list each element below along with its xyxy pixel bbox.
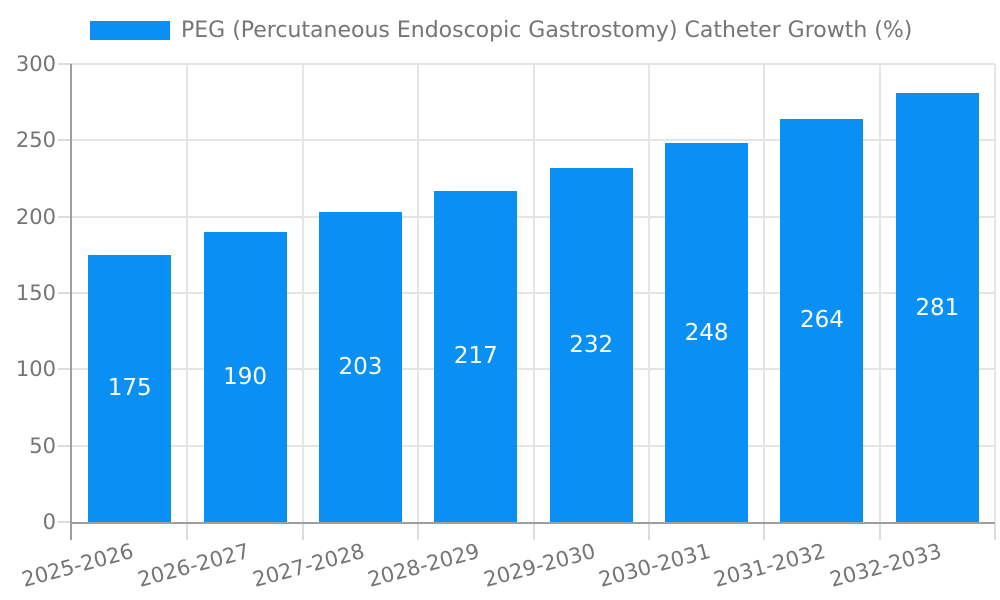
bar-value-label: 248 [684, 319, 729, 346]
y-tick [58, 139, 72, 142]
x-tick [532, 524, 535, 540]
x-gridline [994, 64, 996, 522]
x-gridline [647, 64, 650, 522]
x-axis-tick-label: 2029-2030 [480, 538, 598, 592]
x-gridline [186, 64, 189, 522]
bar-value-label: 203 [338, 354, 383, 381]
x-tick [417, 524, 420, 540]
y-axis-tick-label: 0 [42, 510, 56, 534]
y-tick [58, 215, 72, 218]
y-axis-tick-label: 300 [15, 52, 56, 76]
bar-value-label: 264 [799, 307, 844, 334]
bar: 281 [895, 93, 979, 522]
y-tick [58, 292, 72, 294]
bar: 175 [88, 254, 172, 522]
bar-value-label: 217 [453, 343, 498, 370]
x-axis-tick-label: 2027-2028 [250, 538, 367, 592]
y-axis-tick-label: 250 [15, 128, 56, 153]
x-axis-tick-label: 2030-2031 [596, 538, 714, 592]
x-tick [647, 524, 650, 540]
bar: 203 [318, 212, 402, 522]
bar-value-label: 175 [107, 375, 152, 402]
x-tick [301, 524, 304, 540]
bar-value-label: 190 [223, 363, 268, 390]
y-tick [58, 63, 72, 65]
bar: 264 [780, 118, 864, 522]
legend-swatch-icon [90, 21, 170, 40]
x-gridline [417, 64, 420, 522]
y-axis-tick-label: 150 [15, 281, 56, 305]
bar: 232 [549, 167, 633, 522]
x-axis-tick-label: 2032-2033 [827, 538, 944, 592]
x-tick [878, 524, 881, 540]
x-gridline [301, 64, 304, 522]
x-axis-line [70, 522, 995, 524]
x-axis-tick-label: 2031-2032 [711, 538, 829, 592]
y-axis-tick-label: 100 [15, 357, 56, 382]
y-tick [58, 521, 72, 523]
x-tick [186, 524, 189, 540]
x-gridline [763, 64, 766, 522]
plot-area: 175 190 203 217 232 248 264 281 [72, 63, 996, 522]
y-tick [58, 444, 72, 447]
x-axis-tick-label: 2025-2026 [19, 538, 137, 592]
legend-label: PEG (Percutaneous Endoscopic Gastrostomy… [181, 18, 913, 43]
x-axis-tick-label: 2026-2027 [134, 538, 252, 592]
x-axis-tick-label: 2028-2029 [365, 538, 483, 592]
y-axis-line [70, 64, 72, 540]
x-tick [763, 524, 766, 540]
x-gridline [532, 64, 535, 522]
bar: 217 [434, 190, 518, 522]
x-gridline [878, 64, 881, 522]
y-tick [58, 368, 72, 371]
y-axis-tick-label: 200 [15, 204, 56, 229]
x-tick [994, 524, 996, 540]
y-axis-tick-label: 50 [29, 433, 56, 458]
bar: 248 [665, 143, 749, 522]
bar: 190 [203, 231, 287, 522]
bar-value-label: 232 [569, 331, 614, 358]
bar-value-label: 281 [915, 294, 960, 321]
